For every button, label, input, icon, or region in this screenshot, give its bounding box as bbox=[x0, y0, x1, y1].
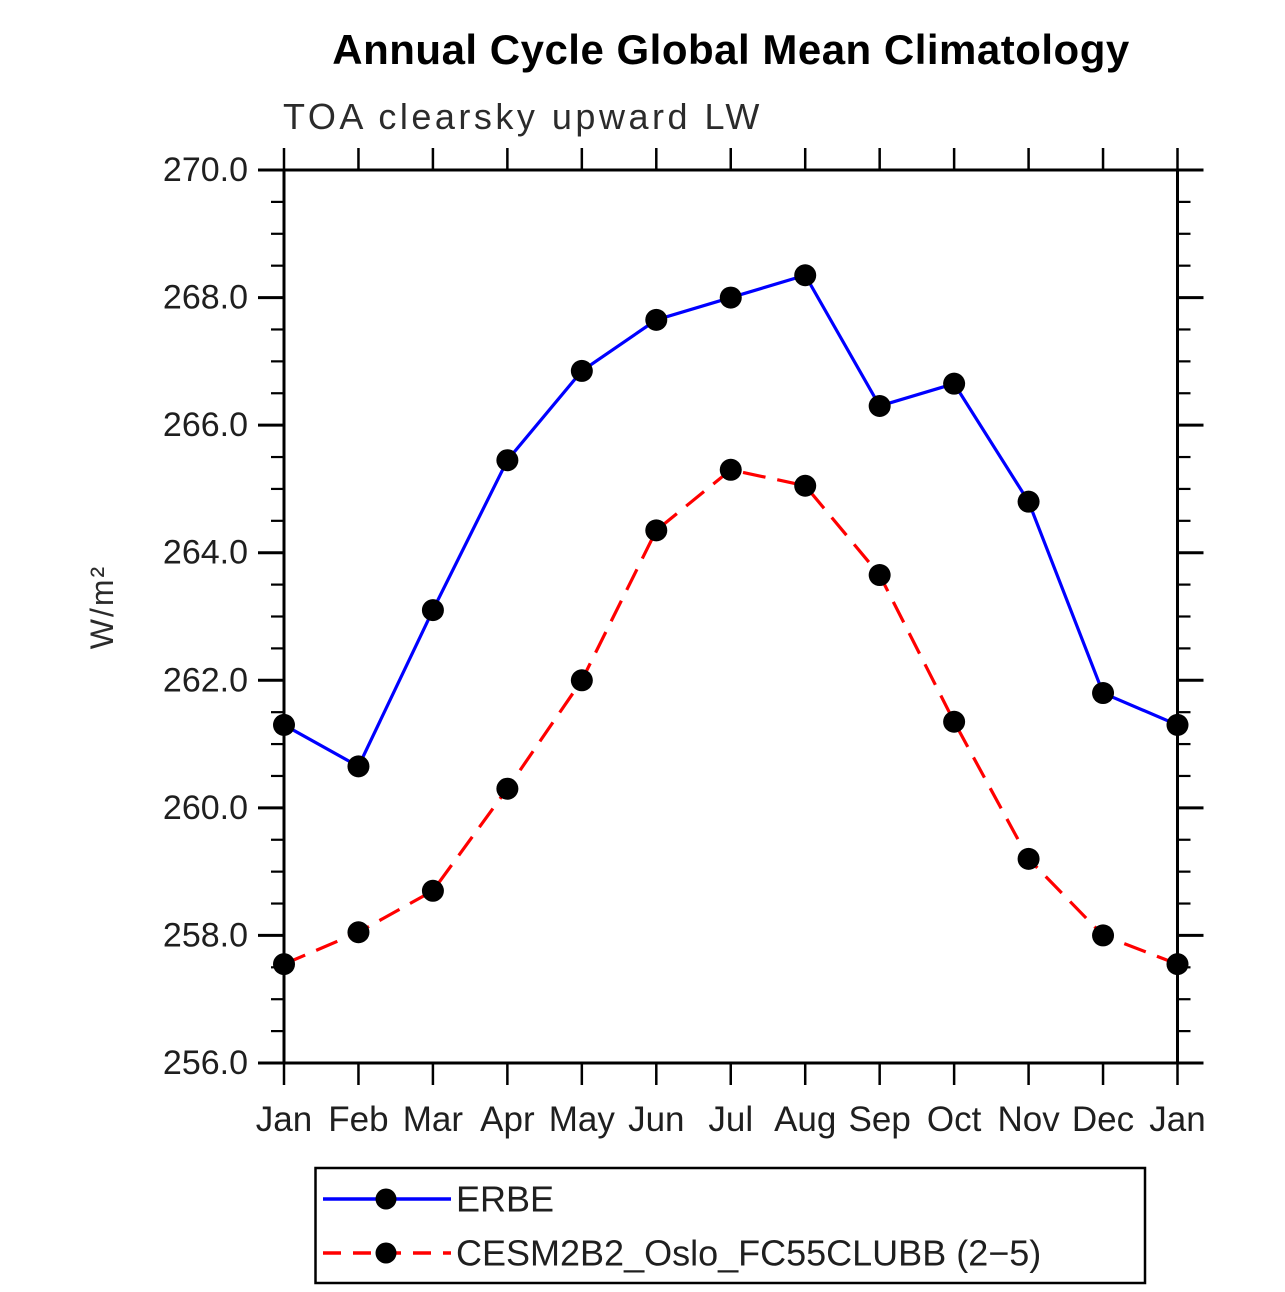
legend-label-1: CESM2B2_Oslo_FC55CLUBB (2−5) bbox=[456, 1233, 1041, 1274]
x-tick-label: Jun bbox=[628, 1100, 684, 1139]
marker-1-6 bbox=[719, 458, 742, 481]
marker-1-10 bbox=[1017, 847, 1040, 870]
x-tick-label: Apr bbox=[480, 1100, 535, 1139]
marker-0-12 bbox=[1166, 713, 1189, 736]
x-tick-label: Sep bbox=[849, 1100, 911, 1139]
series-line-0 bbox=[283, 273, 1179, 769]
marker-1-8 bbox=[868, 564, 891, 587]
marker-1-0 bbox=[273, 953, 295, 976]
x-tick-label: Nov bbox=[997, 1100, 1060, 1139]
marker-0-7 bbox=[794, 264, 817, 287]
y-tick-label: 266.0 bbox=[163, 406, 248, 444]
marker-0-2 bbox=[421, 599, 444, 622]
y-tick-label: 260.0 bbox=[163, 789, 248, 827]
x-tick-label: Jan bbox=[256, 1100, 312, 1139]
marker-0-8 bbox=[868, 395, 891, 418]
marker-1-1 bbox=[347, 921, 370, 944]
legend-marker-0 bbox=[375, 1188, 397, 1210]
legend-box bbox=[314, 1166, 1147, 1285]
marker-0-1 bbox=[347, 755, 370, 778]
x-tick-label: Oct bbox=[927, 1100, 982, 1139]
marker-1-3 bbox=[496, 777, 519, 800]
x-tick-label: May bbox=[549, 1100, 616, 1139]
x-tick-label: Feb bbox=[328, 1100, 388, 1139]
marker-0-4 bbox=[570, 359, 593, 382]
marker-0-0 bbox=[273, 713, 295, 736]
marker-1-9 bbox=[943, 710, 966, 733]
y-tick-label: 258.0 bbox=[163, 916, 248, 954]
plot-frame bbox=[282, 168, 1179, 1065]
marker-1-11 bbox=[1092, 924, 1115, 947]
chart-title: Annual Cycle Global Mean Climatology bbox=[332, 26, 1130, 73]
x-tick-label: Mar bbox=[403, 1100, 464, 1139]
marker-0-10 bbox=[1017, 490, 1040, 513]
legend-marker-1 bbox=[375, 1242, 397, 1264]
chart-subtitle: TOA clearsky upward LW bbox=[283, 96, 763, 137]
marker-1-2 bbox=[421, 879, 444, 902]
x-tick-label: Aug bbox=[774, 1100, 836, 1139]
y-tick-label: 256.0 bbox=[163, 1044, 248, 1082]
marker-0-9 bbox=[943, 372, 966, 395]
marker-0-11 bbox=[1092, 682, 1115, 705]
legend-label-0: ERBE bbox=[456, 1179, 554, 1220]
marker-0-5 bbox=[645, 308, 668, 331]
y-tick-label: 264.0 bbox=[163, 534, 248, 572]
marker-1-5 bbox=[645, 519, 668, 542]
marker-1-12 bbox=[1166, 953, 1189, 976]
marker-1-4 bbox=[570, 669, 593, 692]
x-tick-label: Dec bbox=[1072, 1100, 1134, 1139]
y-tick-label: 268.0 bbox=[163, 279, 248, 317]
marker-1-7 bbox=[794, 474, 817, 497]
marker-0-3 bbox=[496, 449, 519, 472]
y-tick-label: 270.0 bbox=[163, 151, 248, 189]
y-tick-label: 262.0 bbox=[163, 661, 248, 699]
x-tick-label: Jul bbox=[708, 1100, 753, 1139]
marker-0-6 bbox=[719, 286, 742, 309]
x-tick-label: Jan bbox=[1149, 1100, 1205, 1139]
